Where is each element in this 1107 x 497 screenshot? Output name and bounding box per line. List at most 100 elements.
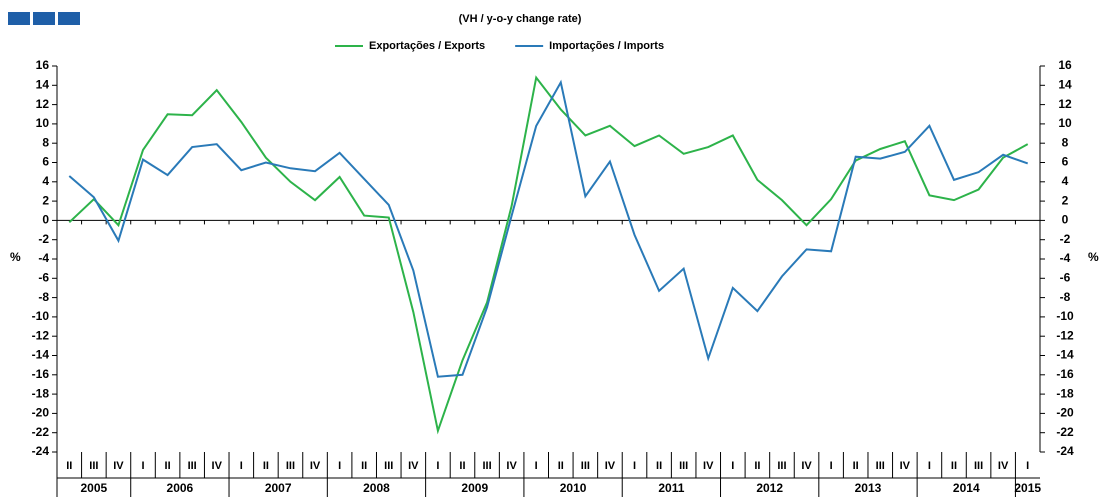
y-tick-label: -18 — [32, 386, 50, 400]
y2-tick-label: 4 — [1062, 174, 1069, 188]
series-line — [68, 75, 1029, 435]
x-tick-label: I — [141, 460, 144, 472]
x-tick-label: III — [777, 460, 786, 472]
x-tick-label: IV — [605, 460, 616, 472]
legend-label: Exportações / Exports — [369, 40, 485, 52]
y2-tick-label: -8 — [1060, 290, 1071, 304]
y-tick-label: 4 — [42, 174, 49, 188]
x-tick-label: III — [286, 460, 295, 472]
x-tick-label: III — [89, 460, 98, 472]
year-label: 2006 — [167, 481, 194, 495]
y2-tick-label: 16 — [1058, 58, 1072, 72]
x-tick-label: II — [361, 460, 367, 472]
year-label: 2007 — [265, 481, 292, 495]
y2-tick-label: -12 — [1056, 328, 1074, 342]
logo-block — [33, 12, 55, 25]
x-tick-label: II — [459, 460, 465, 472]
x-tick-label: I — [240, 460, 243, 472]
x-tick-label: IV — [113, 460, 124, 472]
x-tick-label: I — [338, 460, 341, 472]
y-tick-label: 0 — [42, 213, 49, 227]
x-tick-label: IV — [703, 460, 714, 472]
y2-tick-label: -24 — [1056, 444, 1074, 458]
y-tick-label: -24 — [32, 444, 50, 458]
y-axis-label: % — [10, 250, 21, 264]
x-tick-label: II — [263, 460, 269, 472]
x-tick-label: IV — [310, 460, 321, 472]
y-tick-label: -6 — [38, 270, 49, 284]
y2-tick-label: 12 — [1058, 97, 1072, 111]
y2-tick-label: 10 — [1058, 116, 1072, 130]
y-tick-label: 12 — [36, 97, 50, 111]
y2-tick-label: -14 — [1056, 348, 1074, 362]
x-tick-label: III — [581, 460, 590, 472]
y-tick-label: -14 — [32, 348, 50, 362]
x-tick-label: I — [436, 460, 439, 472]
x-tick-label: IV — [408, 460, 419, 472]
x-tick-label: III — [188, 460, 197, 472]
x-tick-label: II — [165, 460, 171, 472]
x-tick-label: III — [679, 460, 688, 472]
x-tick-label: II — [656, 460, 662, 472]
x-tick-label: I — [535, 460, 538, 472]
x-tick-label: II — [951, 460, 957, 472]
x-tick-label: II — [66, 460, 72, 472]
x-tick-label: I — [1026, 460, 1029, 472]
x-tick-label: II — [558, 460, 564, 472]
y2-tick-label: -6 — [1060, 270, 1071, 284]
y2-tick-label: -20 — [1056, 406, 1074, 420]
year-label: 2010 — [560, 481, 587, 495]
y-tick-label: -22 — [32, 425, 50, 439]
year-label: 2008 — [363, 481, 390, 495]
y-tick-label: -16 — [32, 367, 50, 381]
chart-title: (VH / y-o-y change rate) — [459, 13, 582, 25]
legend-label: Importações / Imports — [549, 40, 664, 52]
y-tick-label: -20 — [32, 406, 50, 420]
logo-block — [8, 12, 30, 25]
y2-tick-label: 8 — [1062, 135, 1069, 149]
y2-tick-label: 0 — [1062, 213, 1069, 227]
x-tick-label: IV — [998, 460, 1009, 472]
x-tick-label: IV — [506, 460, 517, 472]
x-tick-label: II — [754, 460, 760, 472]
y-tick-label: -12 — [32, 328, 50, 342]
y2-axis-label: % — [1088, 250, 1099, 264]
y2-tick-label: -10 — [1056, 309, 1074, 323]
y2-tick-label: -22 — [1056, 425, 1074, 439]
x-tick-label: III — [482, 460, 491, 472]
y2-tick-label: -18 — [1056, 386, 1074, 400]
y-tick-label: 2 — [42, 193, 49, 207]
y-tick-label: -10 — [32, 309, 50, 323]
year-label: 2009 — [461, 481, 488, 495]
y-tick-label: 14 — [36, 77, 50, 91]
y-tick-label: -2 — [38, 232, 49, 246]
x-tick-label: I — [928, 460, 931, 472]
y-tick-label: 6 — [42, 155, 49, 169]
x-tick-label: IV — [801, 460, 812, 472]
y2-tick-label: 14 — [1058, 77, 1072, 91]
year-label: 2011 — [658, 481, 684, 495]
y2-tick-label: -4 — [1060, 251, 1071, 265]
series-line — [68, 79, 1029, 378]
y2-tick-label: 6 — [1062, 155, 1069, 169]
year-label: 2014 — [953, 481, 980, 495]
year-label: 2015 — [1014, 481, 1041, 495]
x-tick-label: I — [830, 460, 833, 472]
y2-tick-label: 2 — [1062, 193, 1069, 207]
y-tick-label: -8 — [38, 290, 49, 304]
x-tick-label: IV — [212, 460, 223, 472]
x-tick-label: I — [633, 460, 636, 472]
x-tick-label: III — [876, 460, 885, 472]
x-tick-label: IV — [900, 460, 911, 472]
x-tick-label: III — [384, 460, 393, 472]
x-tick-label: I — [731, 460, 734, 472]
year-label: 2005 — [81, 481, 108, 495]
y2-tick-label: -16 — [1056, 367, 1074, 381]
x-tick-label: II — [853, 460, 859, 472]
x-tick-label: III — [974, 460, 983, 472]
y-tick-label: 10 — [36, 116, 50, 130]
y-tick-label: -4 — [38, 251, 49, 265]
y-tick-label: 8 — [42, 135, 49, 149]
y2-tick-label: -2 — [1060, 232, 1071, 246]
